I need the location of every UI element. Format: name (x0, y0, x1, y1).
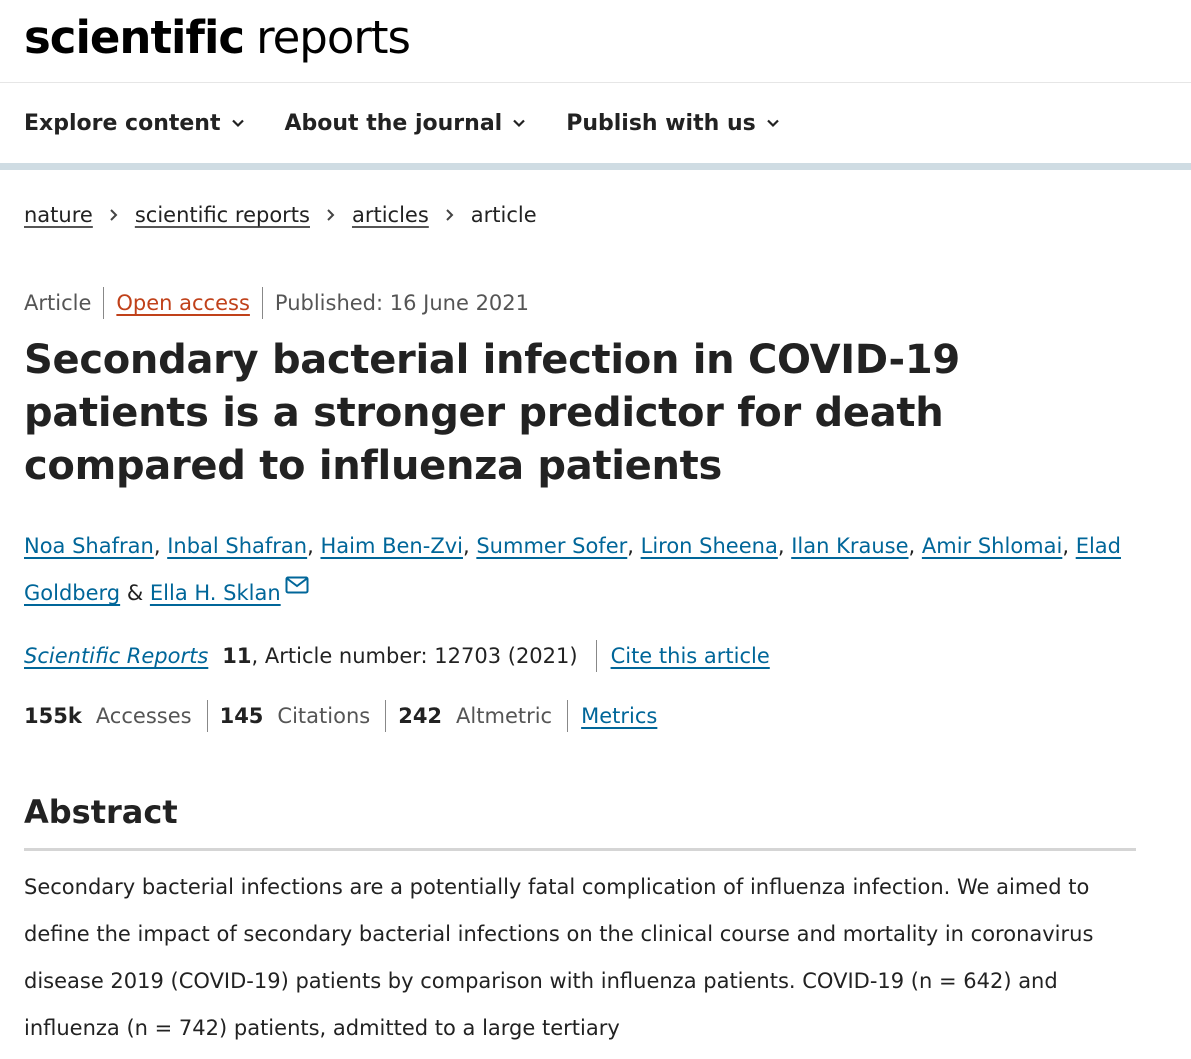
author-separator: , (1062, 534, 1076, 558)
author-separator: , (462, 534, 477, 558)
published-date: Published: 16 June 2021 (274, 291, 530, 315)
author-link[interactable]: Summer Sofer (476, 534, 628, 558)
divider (567, 700, 569, 732)
breadcrumb-link-nature[interactable]: nature (24, 203, 93, 227)
breadcrumb-link-articles[interactable]: articles (351, 203, 429, 227)
nav-explore-content[interactable]: Explore content (24, 111, 245, 136)
article-number: , Article number: 12703 (2021) (251, 644, 578, 668)
divider (261, 287, 263, 319)
metrics-link[interactable]: Metrics (581, 704, 658, 728)
author-link[interactable]: Noa Shafran (24, 534, 154, 558)
chevron-down-icon (231, 119, 244, 128)
article-meta: Article Open access Published: 16 June 2… (24, 287, 529, 319)
breadcrumb: nature scientific reports articles artic… (24, 203, 537, 227)
open-access-link[interactable]: Open access (116, 291, 250, 315)
journal-info: Scientific Reports 11 , Article number: … (24, 640, 770, 672)
breadcrumb-link-scientific-reports[interactable]: scientific reports (134, 203, 310, 227)
article-title: Secondary bacterial infection in COVID-1… (24, 337, 960, 489)
author-separator: , (908, 534, 922, 558)
nav-publish-with-us[interactable]: Publish with us (566, 111, 780, 136)
author-link[interactable]: Elad Goldberg (24, 534, 1121, 605)
author-link[interactable]: Inbal Shafran (167, 534, 308, 558)
divider (206, 700, 208, 732)
author-link[interactable]: Amir Shlomai (921, 534, 1063, 558)
nav-about-journal-label: About the journal (284, 110, 503, 136)
logo-light-text: reports (256, 11, 411, 64)
author-link[interactable]: Haim Ben-Zvi (320, 534, 463, 558)
accesses-label: Accesses (95, 704, 192, 728)
abstract-text: Secondary bacterial infections are a pot… (24, 875, 1094, 1040)
masthead: scientific reports (0, 0, 1191, 83)
abstract-divider (24, 848, 1136, 851)
chevron-right-icon (110, 209, 118, 221)
author-link[interactable]: Ilan Krause (791, 534, 909, 558)
divider (385, 700, 387, 732)
logo-bold-text: scientific (24, 11, 245, 64)
chevron-right-icon (327, 209, 335, 221)
abstract-heading: Abstract (24, 793, 178, 831)
article-metrics: 155k Accesses 145 Citations 242 Altmetri… (24, 700, 657, 732)
nav-about-journal[interactable]: About the journal (285, 111, 527, 136)
breadcrumb-current: article (470, 203, 537, 227)
altmetric-label: Altmetric (456, 704, 553, 728)
author-list: Noa Shafran, Inbal Shafran, Haim Ben-Zvi… (24, 523, 1134, 617)
journal-volume: 11 (222, 644, 252, 668)
article-type: Article (24, 291, 92, 315)
author-separator: , (627, 534, 641, 558)
altmetric-score: 242 (398, 704, 443, 728)
authors-joiner: & (126, 581, 144, 605)
corresponding-author-link[interactable]: Ella H. Sklan (149, 581, 281, 605)
citations-count: 145 (219, 704, 264, 728)
author-link[interactable]: Liron Sheena (640, 534, 778, 558)
journal-link[interactable]: Scientific Reports (24, 644, 209, 668)
author-separator: , (777, 534, 792, 558)
mail-icon[interactable] (285, 576, 309, 594)
main-nav: Explore content About the journal Publis… (0, 83, 1191, 170)
chevron-down-icon (766, 119, 779, 128)
chevron-right-icon (446, 209, 454, 221)
nav-explore-content-label: Explore content (24, 110, 221, 136)
journal-logo[interactable]: scientific reports (24, 10, 411, 66)
accesses-count: 155k (24, 704, 82, 728)
author-separator: , (153, 534, 168, 558)
citations-label: Citations (277, 704, 371, 728)
nav-publish-with-us-label: Publish with us (566, 110, 756, 136)
chevron-down-icon (513, 119, 525, 128)
author-separator: , (307, 534, 321, 558)
divider (595, 640, 597, 672)
cite-article-link[interactable]: Cite this article (610, 644, 770, 668)
divider (103, 287, 105, 319)
